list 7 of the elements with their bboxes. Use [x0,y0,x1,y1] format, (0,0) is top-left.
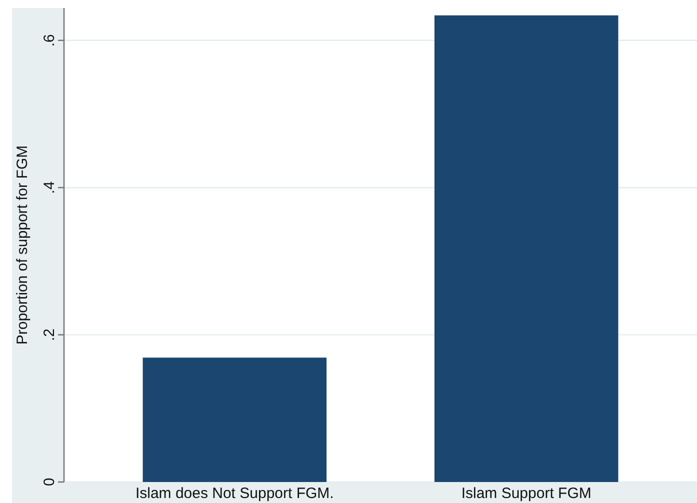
x-tick-label: Islam does Not Support FGM. [135,485,334,502]
y-tick-label: .2 [41,328,58,342]
y-tick-label: .4 [41,181,58,194]
y-tick-label: 0 [41,478,58,486]
y-axis-title: Proportion of support for FGM [14,145,31,345]
y-tick-label: .6 [41,34,58,47]
x-tick-label: Islam Support FGM [461,485,592,502]
